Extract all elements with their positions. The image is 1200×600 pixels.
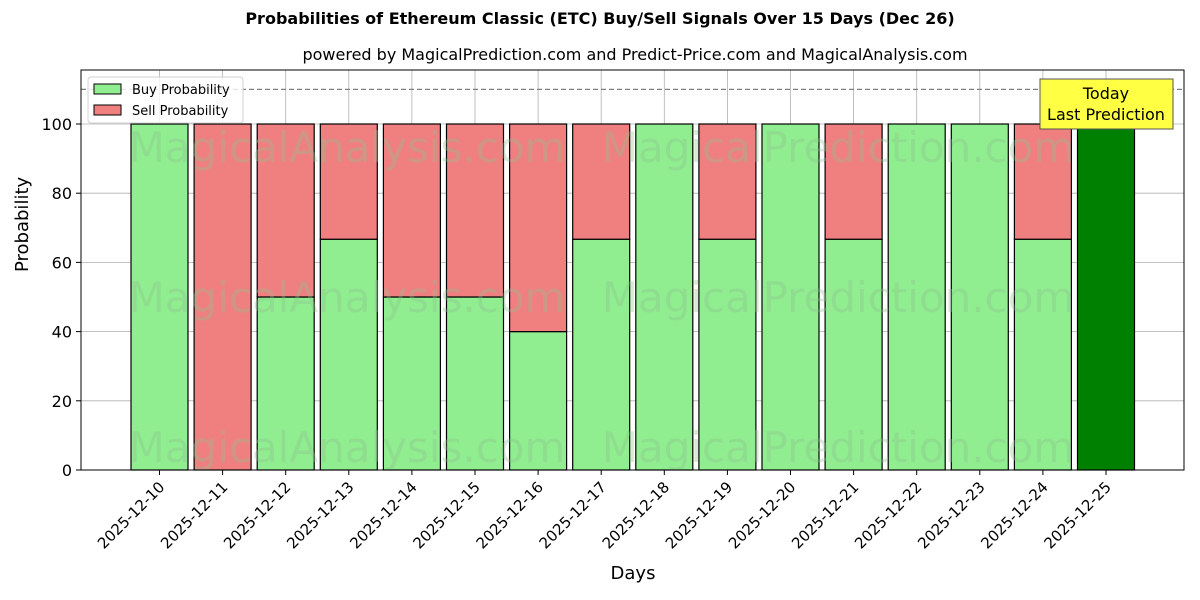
x-tick-label: 2025-12-14 [346,478,420,552]
buy-bar [887,123,946,471]
sell-bar [445,123,505,298]
buy-bar [950,123,1009,471]
sell-bar [382,123,441,298]
x-tick-label: 2025-12-16 [473,478,547,552]
buy-bar [445,296,505,471]
x-tick-label: 2025-12-10 [94,478,168,552]
buy-bar [572,238,631,471]
sell-bar [572,123,631,240]
sell-bar [256,123,315,298]
x-tick-label: 2025-12-19 [662,478,736,552]
buy-bar [1013,238,1073,471]
y-tick-label: 40 [52,323,72,342]
chart-title: Probabilities of Ethereum Classic (ETC) … [245,9,955,28]
legend-label: Buy Probability [132,83,230,98]
sell-bar [319,123,378,240]
watermark: MagicalPrediction.com [602,423,1075,472]
x-tick-label: 2025-12-15 [409,478,483,552]
y-tick-label: 0 [62,461,72,480]
buy-bar [698,238,757,471]
x-tick-label: 2025-12-11 [157,478,231,552]
buy-bar [382,296,441,471]
watermark: MagicalAnalysis.com [129,423,566,472]
watermark: MagicalAnalysis.com [129,123,566,172]
plot-frame [80,69,1185,471]
buy-bar [761,123,820,471]
y-tick-label: 20 [52,392,72,411]
legend-label: Sell Probability [132,104,229,119]
sell-bar [193,123,252,471]
y-tick-label: 80 [52,184,72,203]
svg-text:Last Prediction: Last Prediction [1047,105,1165,124]
x-tick-label: 2025-12-22 [851,478,925,552]
x-tick-label: 2025-12-12 [220,478,294,552]
buy-bar [319,238,378,471]
y-tick-label: 100 [41,115,72,134]
watermark: MagicalPrediction.com [602,273,1075,322]
svg-text:Today: Today [1082,84,1129,103]
y-tick-label: 60 [52,253,72,272]
sell-bar [1013,123,1073,240]
x-tick-label: 2025-12-24 [977,478,1051,552]
sell-bar [698,123,757,240]
sell-bar [509,123,568,333]
today-annotation: Today Last Prediction [1039,78,1174,130]
x-tick-label: 2025-12-17 [536,478,610,552]
x-tick-label: 2025-12-18 [599,478,673,552]
chart-subtitle: powered by MagicalPrediction.com and Pre… [302,45,968,64]
x-tick-label: 2025-12-20 [725,478,799,552]
legend-swatch [93,83,122,95]
x-axis-label: Days [610,563,656,584]
x-tick-label: 2025-12-25 [1040,478,1114,552]
legend-swatch [93,104,122,116]
watermark: MagicalAnalysis.com [129,273,566,322]
buy-bar [256,296,315,471]
legend: Buy Probability Sell Probability [87,76,244,124]
watermark: MagicalPrediction.com [602,123,1075,172]
x-tick-label: 2025-12-21 [788,478,862,552]
buy-bar [130,123,189,471]
x-tick-label: 2025-12-23 [914,478,988,552]
buy-bar [1076,123,1136,471]
x-tick-label: 2025-12-13 [283,478,357,552]
sell-bar [824,123,883,240]
